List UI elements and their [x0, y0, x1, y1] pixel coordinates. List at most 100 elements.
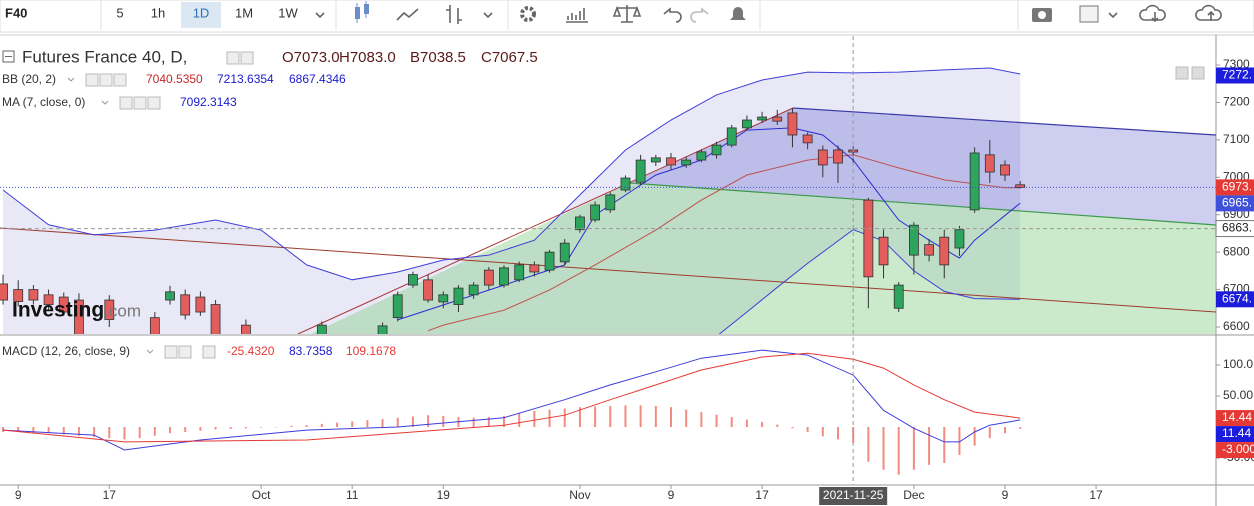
indicator-line — [2, 67, 1021, 281]
indicator-reading: -25.4320 — [227, 344, 275, 358]
candle-body — [149, 317, 160, 334]
candle-body — [529, 264, 540, 273]
candle-body — [1000, 164, 1010, 176]
legend-tool-icon[interactable] — [113, 73, 127, 87]
indicator-reading: 7213.6354 — [217, 72, 274, 86]
interval-menu[interactable] — [315, 12, 325, 19]
histogram-bar — [123, 427, 126, 440]
candle-body — [863, 199, 874, 278]
price-plot — [0, 67, 1216, 334]
histogram-bar — [351, 421, 354, 428]
y-tick-label: 100.0 — [1223, 357, 1253, 371]
camera-icon[interactable] — [1032, 8, 1052, 22]
legend-tool-icon[interactable] — [164, 345, 178, 359]
candle-body — [13, 289, 24, 302]
crosshair-date-badge — [819, 487, 888, 505]
histogram-bar — [32, 427, 35, 434]
legend-tool-icon[interactable] — [202, 345, 216, 359]
interval-button[interactable]: 1M — [235, 5, 253, 20]
legend-tool-icon[interactable] — [240, 51, 254, 65]
chart-title: Futures France 40, D, — [22, 47, 187, 66]
histogram-bar — [836, 427, 839, 440]
compare-icon[interactable] — [612, 5, 642, 23]
x-tick-label: 11 — [346, 488, 359, 502]
y-tick-label: 7100 — [1223, 132, 1250, 146]
histogram-bar — [320, 423, 323, 428]
histogram-bar — [1019, 427, 1022, 429]
candle-body — [833, 149, 843, 164]
symbol[interactable]: F40 — [5, 5, 27, 20]
histogram-bar — [609, 405, 612, 428]
histogram-bar — [563, 408, 566, 428]
candle-body — [590, 204, 600, 221]
x-tick-label: 9 — [15, 488, 22, 502]
histogram-bar — [214, 427, 217, 430]
histogram-bar — [153, 427, 156, 436]
legend-tool-icon[interactable] — [99, 73, 113, 87]
histogram-bar — [973, 427, 976, 446]
color-menu[interactable] — [1108, 12, 1118, 19]
chart-type-menu[interactable] — [483, 12, 493, 19]
interval-button[interactable]: 5 — [116, 5, 123, 20]
trend-line — [297, 107, 794, 334]
bars-icon[interactable] — [446, 5, 462, 24]
candle-body — [210, 304, 221, 334]
indicator-menu[interactable] — [146, 349, 154, 354]
load-icon[interactable] — [1139, 4, 1166, 23]
alert-icon[interactable] — [730, 7, 746, 20]
redo-icon[interactable] — [690, 7, 709, 23]
indicator-reading: 83.7358 — [289, 344, 333, 358]
interval-button[interactable]: 1D — [193, 5, 210, 20]
indicator-name: MA (7, close, 0) — [2, 95, 85, 109]
settings-icon[interactable] — [520, 6, 536, 22]
legend-tool-icon[interactable] — [119, 96, 133, 110]
histogram-bar — [533, 410, 536, 428]
price-badge — [1216, 179, 1254, 196]
ohlc-value: B7038.5 — [410, 49, 466, 66]
histogram-bar — [639, 405, 642, 428]
price-badge — [1216, 67, 1254, 84]
candle-body — [544, 251, 555, 271]
color-icon[interactable] — [1079, 5, 1099, 23]
histogram-bar — [715, 414, 718, 428]
line-icon[interactable] — [396, 8, 419, 21]
histogram-bar — [821, 427, 824, 437]
interval-button[interactable]: 1h — [151, 5, 165, 20]
interval-button[interactable]: 1W — [278, 5, 298, 20]
indicator-name: MACD (12, 26, close, 9) — [2, 344, 130, 358]
candle-body — [787, 112, 798, 136]
crosshair-price-badge — [1215, 220, 1254, 238]
legend-tool-icon[interactable] — [85, 73, 99, 87]
candle-body — [180, 294, 191, 316]
histogram-bar — [108, 427, 111, 439]
indicator-menu[interactable] — [67, 77, 75, 82]
histogram-bar — [472, 417, 475, 428]
histogram-bar — [487, 417, 490, 428]
indicator-menu[interactable] — [101, 100, 109, 105]
candle-body — [924, 244, 934, 256]
indicator-reading: 7092.3143 — [180, 95, 237, 109]
histogram-bar — [988, 427, 991, 439]
indicator-line — [2, 352, 1021, 443]
indicators-icon[interactable] — [566, 8, 588, 23]
candles-icon[interactable] — [355, 1, 369, 23]
legend-tool-icon[interactable] — [147, 96, 161, 110]
histogram-bar — [943, 427, 946, 463]
scale-button[interactable] — [1191, 66, 1205, 80]
trend-line — [792, 107, 1216, 136]
histogram-bar — [958, 427, 961, 455]
scale-button[interactable] — [1175, 66, 1189, 80]
y-tick-label: 7200 — [1223, 95, 1250, 109]
histogram-bar — [670, 407, 673, 428]
crosshair-price-label: 6863. — [1222, 221, 1252, 235]
save-icon[interactable] — [1195, 4, 1222, 21]
legend-tool-icon[interactable] — [226, 51, 240, 65]
undo-icon[interactable] — [663, 7, 682, 23]
x-tick-label: Dec — [903, 488, 924, 502]
candle-body — [195, 296, 206, 313]
histogram-bar — [47, 427, 50, 434]
price-badge — [1216, 291, 1254, 308]
legend-tool-icon[interactable] — [133, 96, 147, 110]
candle-body — [559, 242, 570, 263]
legend-tool-icon[interactable] — [178, 345, 192, 359]
